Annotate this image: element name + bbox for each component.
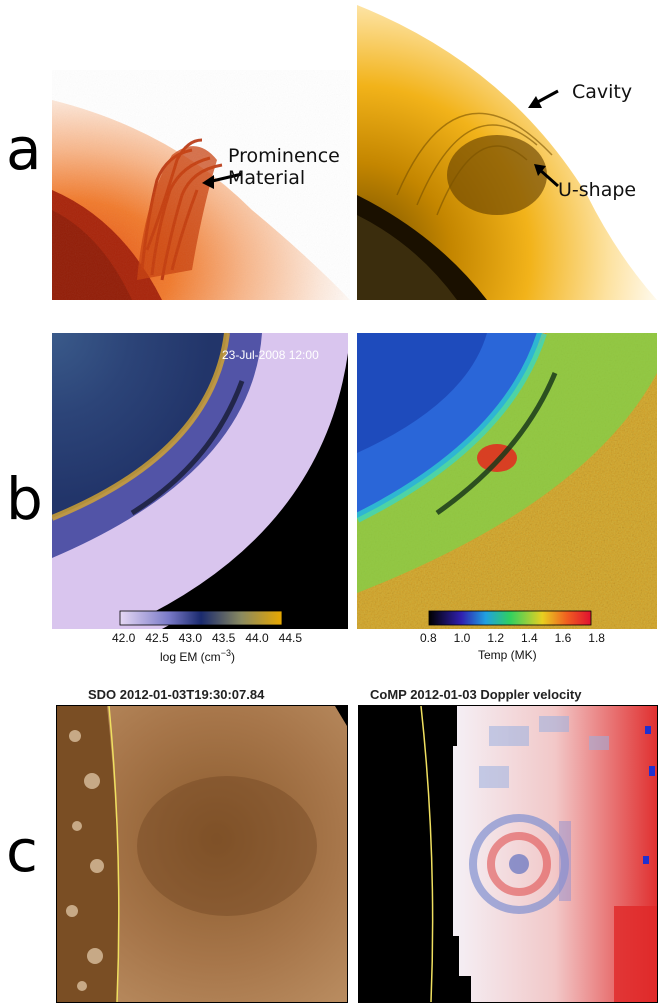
temp-tick: 0.8 xyxy=(420,631,437,645)
em-tick: 44.5 xyxy=(278,631,302,645)
sdo-image xyxy=(56,705,348,1003)
temp-tick: 1.4 xyxy=(520,631,538,645)
cavity-arrow xyxy=(526,88,560,112)
panel-letter-b: b xyxy=(6,465,43,533)
temp-colorbar-label: Temp (MK) xyxy=(478,648,537,662)
sdo-title: SDO 2012-01-03T19:30:07.84 xyxy=(88,687,265,702)
cavity-label: Cavity xyxy=(572,81,633,103)
prominence-image xyxy=(52,70,350,300)
temp-tick: 1.8 xyxy=(588,631,605,645)
em-tick: 42.5 xyxy=(145,631,169,645)
temp-tick: 1.0 xyxy=(453,631,471,645)
em-colorbar-label: log EM (cm−3) xyxy=(160,648,235,664)
emission-measure-map xyxy=(52,333,348,629)
em-colorbar-ticks: 42.0 42.5 43.0 43.5 44.0 44.5 xyxy=(112,631,302,645)
ushape-arrow xyxy=(532,162,560,188)
temp-tick: 1.2 xyxy=(487,631,504,645)
prominence-arrow xyxy=(200,168,244,190)
panel-letter-c: c xyxy=(6,817,38,885)
temp-tick: 1.6 xyxy=(554,631,572,645)
em-tick: 42.0 xyxy=(112,631,136,645)
comp-title: CoMP 2012-01-03 Doppler velocity xyxy=(370,687,582,702)
temp-colorbar-ticks: 0.8 1.0 1.2 1.4 1.6 1.8 xyxy=(420,631,605,645)
doppler-image xyxy=(358,705,658,1003)
prominence-material-label: Prominence Material xyxy=(228,145,340,189)
em-tick: 43.5 xyxy=(211,631,236,645)
ushape-label: U-shape xyxy=(558,179,637,201)
panel-letter-a: a xyxy=(6,115,42,183)
em-tick: 44.0 xyxy=(245,631,269,645)
em-tick: 43.0 xyxy=(178,631,203,645)
temperature-map xyxy=(357,333,657,629)
cavity-image xyxy=(357,5,657,300)
timestamp-label: 23-Jul-2008 12:00 xyxy=(222,348,319,362)
